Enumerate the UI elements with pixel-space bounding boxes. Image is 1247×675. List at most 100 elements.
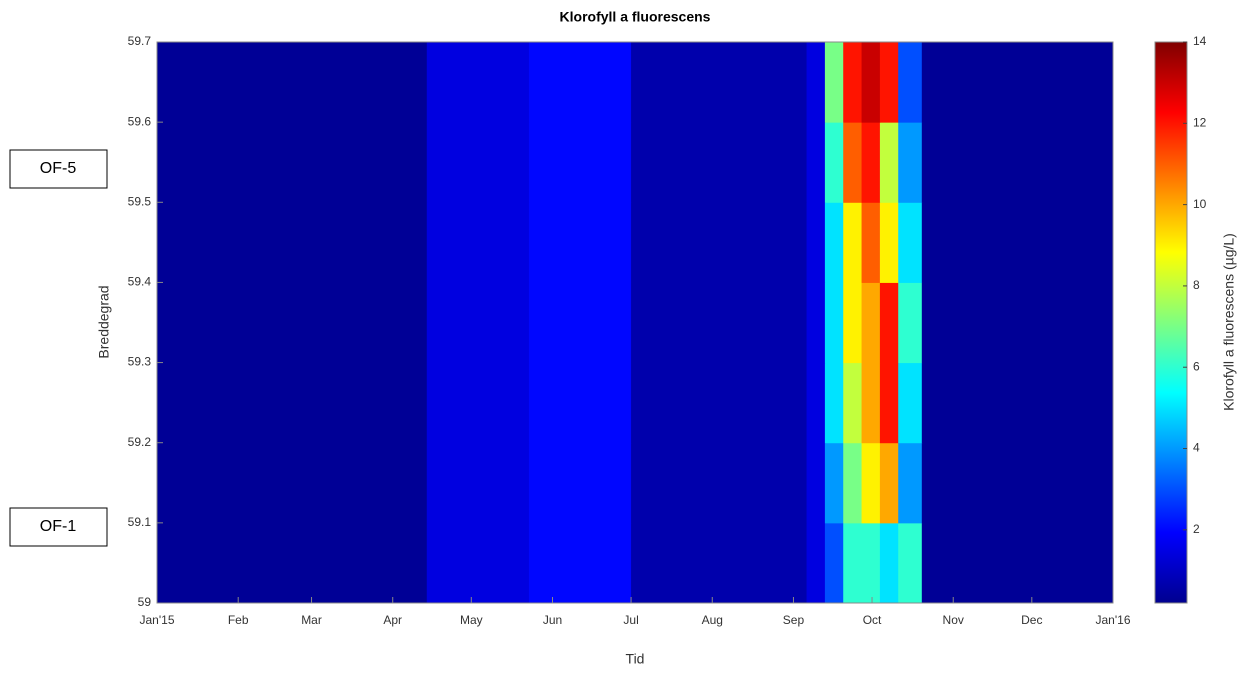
contour-cell (157, 202, 428, 283)
colorbar-tick-label: 8 (1193, 278, 1200, 292)
contour-cell (631, 362, 808, 444)
contour-cell (157, 362, 428, 444)
contour-cell (426, 522, 530, 604)
contour-cell (528, 42, 632, 123)
contour-cell (921, 362, 1114, 444)
x-tick-label: Jul (623, 613, 638, 627)
colorbar-tick-label: 6 (1193, 359, 1200, 373)
x-tick-label: Nov (943, 613, 964, 627)
contour-cell (528, 362, 632, 444)
y-axis-label: Breddegrad (96, 285, 112, 358)
contour-cell (843, 442, 863, 524)
contour-cell (426, 122, 530, 203)
contour-cell (898, 522, 923, 604)
x-tick-label: May (460, 613, 483, 627)
contour-cell (426, 202, 530, 283)
x-axis-label: Tid (626, 651, 645, 667)
x-tick-label: Dec (1021, 613, 1042, 627)
contour-cell (861, 362, 881, 444)
contour-cell (824, 522, 844, 604)
contour-cell (861, 442, 881, 524)
contour-cell (861, 522, 881, 604)
contour-cell (631, 442, 808, 524)
contour-cell (824, 362, 844, 444)
contour-cell (898, 442, 923, 524)
contour-cell (861, 122, 881, 203)
contour-cell (824, 442, 844, 524)
plot-area (157, 42, 1114, 604)
contour-cell (806, 122, 826, 203)
contour-cell (843, 522, 863, 604)
contour-cell (806, 362, 826, 444)
contour-cell (426, 442, 530, 524)
contour-cell (843, 282, 863, 364)
x-tick-label: Aug (702, 613, 723, 627)
x-tick-label: Jun (543, 613, 562, 627)
annotation: OF-5 (40, 160, 77, 177)
contour-cell (879, 122, 899, 203)
contour-cell (426, 362, 530, 444)
contour-cell (824, 122, 844, 203)
contour-cell (898, 122, 923, 203)
contour-cell (879, 362, 899, 444)
contour-cell (921, 122, 1114, 203)
contour-cell (879, 42, 899, 123)
annotation: OF-1 (40, 518, 77, 535)
contour-cell (843, 42, 863, 123)
x-tick-label: Jan'15 (140, 613, 175, 627)
contour-cell (631, 42, 808, 123)
contour-cell (806, 442, 826, 524)
contour-cell (528, 202, 632, 283)
contour-cell (843, 202, 863, 283)
contour-cell (879, 282, 899, 364)
x-tick-label: Oct (863, 613, 882, 627)
y-tick-label: 59.6 (128, 114, 152, 128)
contour-cell (157, 522, 428, 604)
contour-cell (806, 202, 826, 283)
contour-cell (861, 282, 881, 364)
contour-cell (898, 282, 923, 364)
contour-cell (861, 202, 881, 283)
colorbar-tick-label: 2 (1193, 522, 1200, 536)
y-tick-label: 59.2 (128, 435, 152, 449)
x-tick-label: Sep (783, 613, 805, 627)
contour-cell (157, 122, 428, 203)
contour-cell (824, 42, 844, 123)
contour-cell (921, 522, 1114, 604)
contour-cell (528, 442, 632, 524)
contour-cell (157, 442, 428, 524)
annotation-box (9, 507, 108, 547)
x-tick-label: Apr (383, 613, 402, 627)
y-tick-label: 59.3 (128, 355, 152, 369)
contour-cell (528, 282, 632, 364)
contour-cell (806, 522, 826, 604)
y-tick-label: 59.4 (128, 275, 152, 289)
y-tick-label: 59.5 (128, 194, 152, 208)
contour-cell (898, 42, 923, 123)
colorbar-tick-label: 14 (1193, 34, 1207, 48)
plot-frame (156, 41, 1114, 604)
contour-cell (861, 42, 881, 123)
contour-cell (879, 202, 899, 283)
contour-cell (843, 122, 863, 203)
colorbar-tick-label: 4 (1193, 441, 1200, 455)
y-tick-label: 59.1 (128, 515, 152, 529)
colorbar-tick-label: 10 (1193, 197, 1207, 211)
contour-cell (824, 282, 844, 364)
contour-cell (898, 202, 923, 283)
x-tick-label: Mar (301, 613, 322, 627)
contour-cell (879, 442, 899, 524)
contour-cell (921, 202, 1114, 283)
colorbar-label: Klorofyll a fluorescens (µg/L) (1221, 233, 1237, 411)
chart-title: Klorofyll a fluorescens (560, 9, 711, 25)
y-tick-label: 59 (138, 595, 152, 609)
x-tick-label: Jan'16 (1096, 613, 1131, 627)
contour-cell (843, 362, 863, 444)
contour-cell (921, 42, 1114, 123)
annotation-box (9, 149, 108, 189)
contour-cell (806, 42, 826, 123)
contour-cell (157, 282, 428, 364)
contour-cell (879, 522, 899, 604)
